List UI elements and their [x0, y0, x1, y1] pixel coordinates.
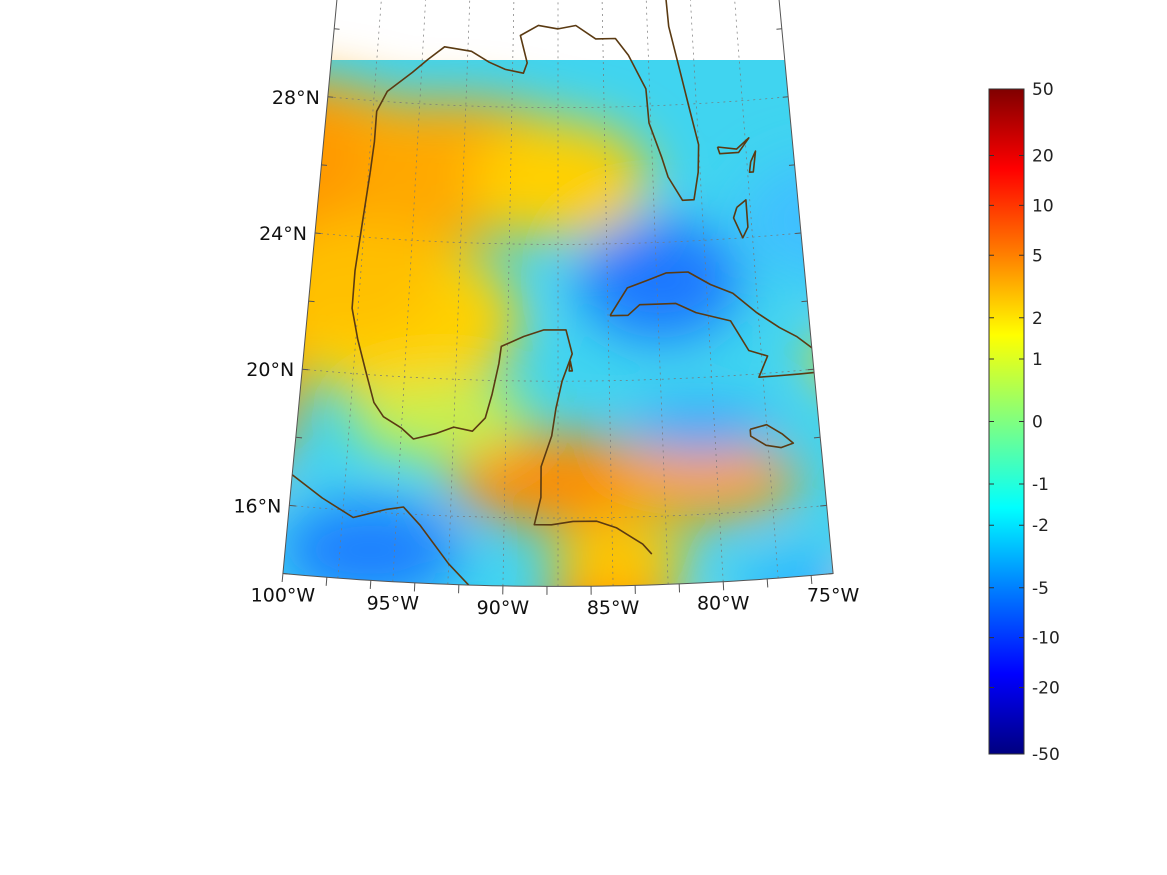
frame-tick — [820, 504, 827, 507]
meridian-line — [502, 0, 515, 586]
colorbar-gradient — [988, 88, 1025, 755]
meridian-line — [734, 0, 779, 579]
latitude-label: 28°N — [272, 87, 320, 109]
coastline — [291, 474, 473, 587]
frame-tick — [826, 572, 834, 575]
longitude-label: 100°W — [251, 584, 316, 606]
frame-tick — [282, 572, 290, 575]
meridian-line — [645, 0, 669, 585]
meridian-line — [447, 0, 471, 585]
colorbar-tick-label: 1 — [1032, 350, 1043, 370]
longitude-label: 80°W — [697, 593, 750, 615]
colorbar-tick-label: -5 — [1032, 579, 1049, 599]
longitude-label: 95°W — [367, 593, 420, 615]
coastline — [609, 271, 831, 378]
colorbar-tick-label: 0 — [1032, 413, 1043, 433]
frame-tick — [369, 580, 372, 589]
frame-tick — [289, 504, 296, 507]
frame-tick — [325, 577, 328, 586]
frame-tick — [327, 96, 334, 98]
latitude-label: 24°N — [259, 223, 307, 245]
coastline — [369, 0, 700, 202]
frame-tick — [788, 164, 795, 166]
coastline — [822, 367, 834, 374]
longitude-label: 90°W — [477, 597, 530, 619]
colorbar-tick-label: 50 — [1032, 80, 1054, 100]
frame-tick — [321, 164, 328, 166]
colorbar-tick-label: 5 — [1032, 246, 1043, 266]
meridian-line — [601, 0, 614, 586]
map-area: 100°W95°W90°W85°W80°W75°W 32°N28°N24°N20… — [233, 0, 860, 619]
coastline — [732, 199, 749, 239]
colorbar-tick-label: -2 — [1032, 516, 1049, 536]
coastline — [749, 423, 795, 449]
parallel-line — [327, 96, 789, 108]
frame-tick — [281, 573, 284, 583]
coastline — [716, 137, 750, 155]
colorbar-tick-label: -10 — [1032, 629, 1060, 649]
colorbar-tick-label: -50 — [1032, 745, 1060, 765]
longitude-labels: 100°W 95°W 90°W 85°W 80°W 75°W — [251, 584, 860, 618]
latitude-label: 20°N — [246, 359, 294, 381]
frame-tick — [308, 300, 315, 303]
meridian-line — [690, 0, 724, 582]
coastline — [748, 150, 757, 173]
latitude-labels: 32°N28°N24°N20°N16°N — [233, 87, 320, 518]
frame-tick — [801, 300, 808, 303]
coastline — [568, 360, 574, 372]
colorbar-tick-label: 2 — [1032, 309, 1043, 329]
colorbar-tick-label: 10 — [1032, 196, 1054, 216]
frame-ticks — [281, 28, 834, 595]
grid-lines — [289, 0, 827, 587]
frame-tick — [810, 575, 813, 585]
frame-tick — [782, 96, 789, 98]
frame-tick — [807, 368, 814, 371]
parallel-line — [302, 368, 814, 382]
frame-tick — [295, 436, 303, 439]
colorbar-tick-label: -20 — [1032, 679, 1060, 699]
latitude-label: 16°N — [233, 495, 281, 517]
colorbar-tick-label: -1 — [1032, 475, 1049, 495]
colorbar-tick-label: 20 — [1032, 147, 1054, 167]
map-frame — [282, 0, 834, 587]
frame-tick — [302, 368, 309, 371]
coastlines — [291, 0, 834, 587]
frame-tick — [795, 232, 802, 235]
coastline — [351, 172, 653, 555]
meridian-line — [337, 0, 382, 579]
longitude-label: 85°W — [587, 597, 640, 619]
longitude-label: 75°W — [807, 584, 860, 606]
frame-tick — [813, 436, 821, 439]
meridian-line — [392, 0, 426, 582]
frame-tick — [766, 578, 769, 588]
frame-tick — [314, 232, 321, 235]
